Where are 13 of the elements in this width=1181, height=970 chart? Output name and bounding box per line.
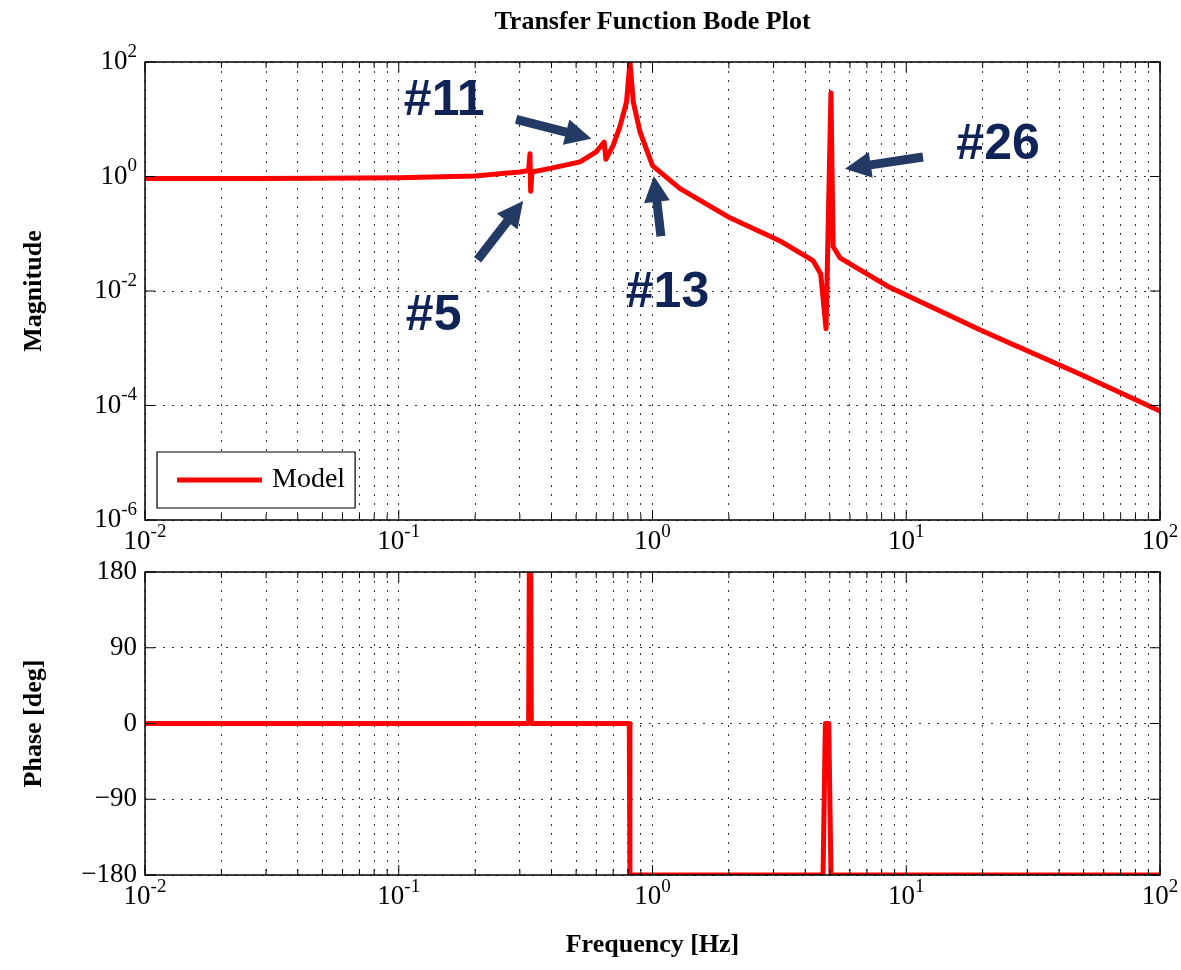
- annotation: #26: [956, 114, 1040, 171]
- y-tick-label: 0: [123, 706, 137, 737]
- y-tick-label: 180: [96, 555, 137, 586]
- x-axis-title: Frequency [Hz]: [565, 928, 740, 958]
- y-tick-label: −90: [94, 782, 138, 813]
- annotation: #11: [403, 69, 485, 126]
- chart-title: Transfer Function Bode Plot: [494, 5, 811, 35]
- y-axis-title: Phase [deg]: [17, 659, 47, 788]
- annotation: #5: [405, 285, 462, 342]
- y-axis-title: Magnitude: [17, 230, 47, 352]
- y-tick-label: 90: [110, 630, 137, 661]
- legend-label: Model: [272, 462, 346, 494]
- annotation: #13: [625, 262, 710, 319]
